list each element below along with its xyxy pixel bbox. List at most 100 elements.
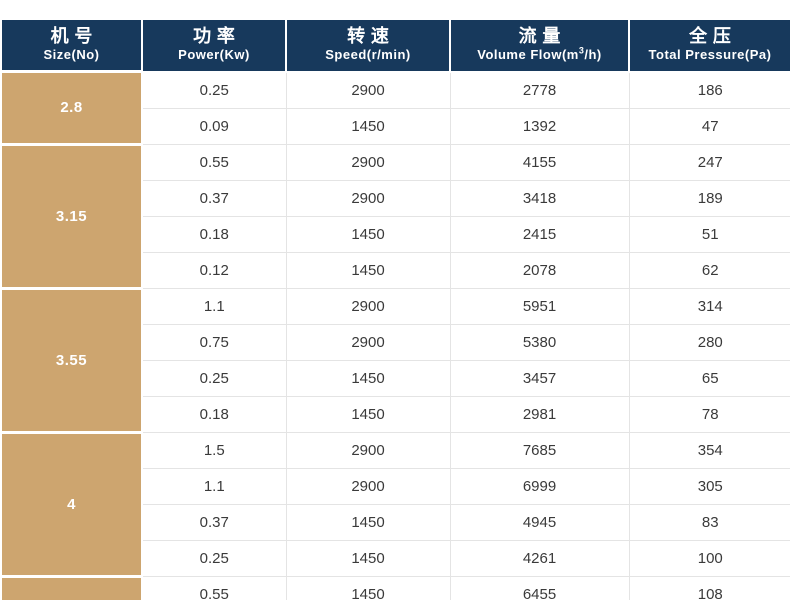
pressure-cell: 47: [628, 107, 790, 145]
header-size: 机号 Size(No): [0, 20, 143, 73]
pressure-cell: 189: [628, 179, 790, 217]
volume-flow-cell: 5380: [449, 323, 630, 361]
fan-spec-table: 机号 Size(No) 功率 Power(Kw) 转速 Speed(r/min)…: [0, 20, 790, 600]
power-cell: 1.1: [141, 287, 287, 325]
speed-cell: 1450: [285, 107, 451, 145]
volume-flow-cell: 4155: [449, 143, 630, 181]
speed-cell: 1450: [285, 215, 451, 253]
header-volume-flow-en: Volume Flow(m3/h): [451, 45, 628, 63]
table-row: 4 1.5 2900 7685 354: [0, 430, 790, 578]
pressure-cell: 314: [628, 287, 790, 325]
header-speed: 转速 Speed(r/min): [285, 20, 451, 73]
table-row: 1.1 2900 6999 305: [1, 467, 790, 505]
pressure-cell: 65: [628, 359, 790, 397]
table-row: 0.25 1450 4261 100: [1, 539, 790, 577]
volume-flow-cell: 2778: [449, 71, 630, 109]
table-row: 0.09 1450 1392 47: [1, 107, 790, 145]
speed-cell: 2900: [285, 287, 451, 325]
table-body: 2.8 0.25 2900 2778 186 0.09 1450 1392 47…: [0, 70, 790, 600]
speed-cell: 1450: [285, 575, 451, 600]
volume-flow-cell: 2981: [449, 395, 630, 433]
speed-cell: 2900: [285, 143, 451, 181]
table-row: 3.15 0.55 2900 4155 247: [0, 142, 790, 290]
table-row: 0.37 2900 3418 189: [1, 179, 790, 217]
volume-flow-cell: 6999: [449, 467, 630, 505]
header-size-zh: 机号: [50, 26, 99, 46]
speed-cell: 2900: [285, 431, 451, 469]
header-speed-zh: 转速: [347, 26, 395, 47]
pressure-cell: 51: [628, 215, 790, 253]
pressure-cell: 354: [628, 431, 790, 469]
speed-cell: 1450: [285, 539, 451, 577]
speed-cell: 1450: [285, 395, 451, 433]
power-cell: 0.18: [141, 215, 287, 253]
volume-flow-cell: 6455: [449, 575, 630, 600]
header-speed-en: Speed(r/min): [325, 47, 411, 63]
header-volume-flow-zh: 流量: [518, 26, 567, 47]
volume-flow-cell: 7685: [449, 431, 630, 469]
power-cell: 0.25: [141, 71, 287, 109]
volume-flow-cell: 2078: [449, 251, 630, 289]
size-cell: 3.15: [0, 142, 143, 290]
volume-flow-cell: 1392: [449, 107, 630, 145]
volume-flow-cell: 3457: [449, 359, 630, 397]
pressure-cell: 62: [628, 251, 790, 289]
pressure-cell: 78: [628, 395, 790, 433]
power-cell: 1.1: [141, 467, 287, 505]
header-total-pressure: 全压 Total Pressure(Pa): [628, 20, 790, 73]
size-cell: 4.5: [0, 574, 143, 600]
table-row: 0.37 1450 4945 83: [1, 503, 790, 541]
volume-flow-cell: 4261: [449, 539, 630, 577]
table-row: 0.18 1450 2415 51: [1, 215, 790, 253]
volume-flow-cell: 4945: [449, 503, 630, 541]
table-row: 0.75 2900 5380 280: [1, 323, 790, 361]
pressure-cell: 100: [628, 539, 790, 577]
pressure-cell: 83: [628, 503, 790, 541]
volume-flow-unit-suffix: /h): [584, 47, 602, 63]
table-row: 0.25 1450 3457 65: [1, 359, 790, 397]
volume-flow-unit-sup: 3: [578, 45, 585, 56]
speed-cell: 1450: [285, 503, 451, 541]
header-power: 功率 Power(Kw): [141, 20, 287, 73]
volume-flow-cell: 3418: [449, 179, 630, 217]
table-row: 3.55 1.1 2900 5951 314: [0, 286, 790, 434]
pressure-cell: 247: [628, 143, 790, 181]
table-row: 0.18 1450 2981 78: [1, 395, 790, 433]
size-cell: 4: [0, 430, 143, 578]
power-cell: 0.18: [141, 395, 287, 433]
header-row: 机号 Size(No) 功率 Power(Kw) 转速 Speed(r/min)…: [0, 20, 790, 73]
header-power-zh: 功率: [193, 26, 241, 47]
power-cell: 0.37: [141, 179, 287, 217]
volume-flow-unit-prefix: Volume Flow(m: [477, 47, 579, 63]
header-total-pressure-en: Total Pressure(Pa): [648, 47, 772, 63]
power-cell: 0.37: [141, 503, 287, 541]
speed-cell: 2900: [285, 71, 451, 109]
header-power-en: Power(Kw): [178, 47, 250, 63]
pressure-cell: 280: [628, 323, 790, 361]
speed-cell: 1450: [285, 359, 451, 397]
power-cell: 0.09: [141, 107, 287, 145]
speed-cell: 2900: [285, 323, 451, 361]
power-cell: 0.75: [141, 323, 287, 361]
table-row: 2.8 0.25 2900 2778 186: [0, 70, 790, 146]
header-total-pressure-zh: 全压: [689, 26, 737, 47]
volume-flow-cell: 5951: [449, 287, 630, 325]
table-header: 机号 Size(No) 功率 Power(Kw) 转速 Speed(r/min)…: [0, 20, 790, 73]
speed-cell: 2900: [285, 467, 451, 505]
power-cell: 0.55: [141, 575, 287, 600]
speed-cell: 1450: [285, 251, 451, 289]
table-row: 4.5 0.55 1450 6455 108: [0, 574, 790, 600]
speed-cell: 2900: [285, 179, 451, 217]
power-cell: 0.25: [141, 539, 287, 577]
size-cell: 2.8: [0, 70, 143, 146]
pressure-cell: 305: [628, 467, 790, 505]
pressure-cell: 108: [628, 575, 790, 600]
pressure-cell: 186: [628, 71, 790, 109]
size-cell: 3.55: [0, 286, 143, 434]
header-volume-flow: 流量 Volume Flow(m3/h): [449, 20, 630, 73]
volume-flow-cell: 2415: [449, 215, 630, 253]
power-cell: 0.12: [141, 251, 287, 289]
header-size-en: Size(No): [43, 47, 100, 62]
